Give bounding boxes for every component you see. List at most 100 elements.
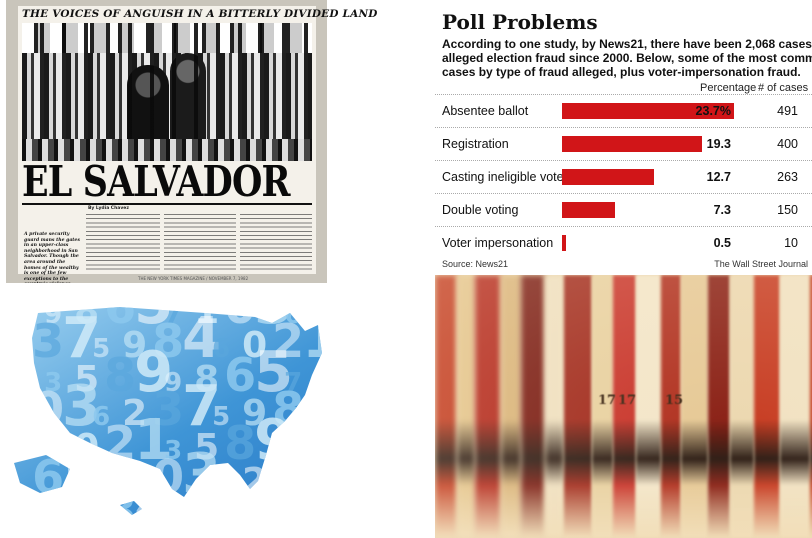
book-spine — [613, 275, 636, 538]
map-digit: 3 — [284, 504, 302, 534]
cases-label: 10 — [784, 236, 798, 250]
map-digit: 1 — [314, 359, 339, 400]
magazine-text-column — [164, 214, 236, 270]
chart-subtitle: According to one study, by News21, there… — [442, 37, 812, 79]
map-digit: 8 — [194, 359, 219, 400]
map-digit: 1 — [122, 461, 147, 502]
map-digit: 0 — [74, 427, 99, 468]
poll-problems-chart[interactable]: Poll Problems According to one study, by… — [435, 0, 812, 275]
percentage-label: 23.7% — [695, 104, 731, 118]
map-digit: 6 — [92, 402, 110, 432]
map-digit: 8 — [74, 291, 99, 332]
bar — [562, 202, 615, 218]
photo-gate-bars — [22, 23, 312, 161]
map-digit: 3 — [152, 382, 184, 436]
map-digit: 5 — [194, 427, 219, 468]
map-digit: 8 — [104, 484, 136, 538]
magazine-text-column — [86, 214, 160, 270]
map-digit: 5 — [314, 495, 339, 536]
cases-label: 263 — [777, 170, 798, 184]
book-spine — [457, 275, 475, 538]
category-label: Casting ineligible vote — [442, 170, 564, 184]
percentage-label: 12.7 — [706, 170, 731, 184]
percentage-label: 0.5 — [713, 236, 731, 250]
map-digit: 7 — [62, 306, 101, 371]
map-digit: 5 — [62, 442, 101, 507]
map-digit: 3 — [32, 314, 64, 368]
map-digit: 6 — [224, 348, 256, 402]
map-digit: 3 — [272, 450, 304, 504]
map-digit: 2 — [104, 416, 136, 470]
chart-subtitle-line: According to one study, by News21, there… — [442, 37, 812, 51]
map-digit: 7 — [182, 374, 221, 439]
map-digit: 7 — [302, 442, 341, 507]
map-digit: 9 — [74, 495, 99, 536]
photo-blur-overlay — [435, 275, 812, 538]
map-digit: 9 — [134, 340, 173, 405]
bar — [562, 136, 703, 152]
chart-row: Absentee ballot 23.7% 491 — [435, 94, 812, 128]
magazine-text-column — [240, 214, 312, 270]
cases-label: 491 — [777, 104, 798, 118]
cases-label: 400 — [777, 137, 798, 151]
map-digit: 5 — [212, 402, 230, 432]
book-spine — [564, 275, 592, 538]
magazine-pull-quote: A private security guard mans the gates … — [24, 232, 80, 287]
map-digit: 9 — [44, 300, 62, 330]
cases-label: 150 — [777, 203, 798, 217]
map-digit: 7 — [164, 300, 182, 330]
chart-credit: The Wall Street Journal — [714, 259, 808, 269]
map-digit: 4 — [182, 306, 221, 371]
map-digit: 6 — [212, 334, 230, 364]
chart-source: Source: News21 — [442, 259, 509, 269]
book-spine — [636, 275, 661, 538]
bar — [562, 169, 655, 185]
map-digit: 9 — [164, 368, 182, 398]
magazine-page-image[interactable]: THE VOICES OF ANGUISH IN A BITTERLY DIVI… — [6, 0, 377, 287]
book-spine — [661, 275, 681, 538]
book-spine — [545, 275, 564, 538]
map-digit: 8 — [314, 427, 339, 468]
category-label: Voter impersonation — [442, 236, 554, 250]
map-digit: 2 — [224, 484, 256, 538]
map-digit: 6 — [104, 283, 136, 334]
map-digit: 9 — [242, 393, 267, 434]
map-digit: 0 — [32, 382, 64, 436]
category-label: Registration — [442, 137, 509, 151]
chart-row: Double voting 7.3 150 — [435, 193, 812, 227]
map-digit: 5 — [44, 504, 62, 534]
map-digit: 6 — [32, 450, 64, 504]
map-digit: 3 — [44, 368, 62, 398]
magazine-byline: By Lydia Chavez — [88, 206, 129, 211]
map-digit: 7 — [284, 368, 302, 398]
spine-number: 17 — [618, 393, 636, 408]
map-digit: 6 — [164, 504, 182, 534]
map-digit: 3 — [182, 442, 221, 507]
law-books-photo[interactable]: 1717 15 — [435, 275, 812, 538]
photo-floor — [22, 139, 312, 161]
spine-number: 15 — [665, 393, 683, 408]
chart-title: Poll Problems — [442, 10, 598, 34]
book-spine — [681, 275, 708, 538]
book-spine — [521, 275, 545, 538]
chart-row: Casting ineligible vote 12.7 263 — [435, 160, 812, 194]
book-spine — [435, 275, 457, 538]
book-spine — [810, 275, 812, 538]
map-digit: 5 — [74, 359, 99, 400]
map-digit: 0 — [242, 325, 267, 366]
chart-row: Voter impersonation 0.5 10 — [435, 226, 812, 260]
category-label: Double voting — [442, 203, 519, 217]
magazine-divider — [22, 203, 312, 205]
bar — [562, 103, 734, 119]
magazine-photo — [22, 23, 312, 161]
bar — [562, 235, 566, 251]
map-digit: 3 — [62, 374, 101, 439]
map-digit: 9 — [284, 436, 302, 466]
map-digit: 3 — [164, 436, 182, 466]
magazine-footer: THE NEW YORK TIMES MAGAZINE / NOVEMBER 7… — [138, 276, 249, 281]
spine-number: 17 — [598, 393, 616, 408]
map-digit: 5 — [92, 334, 110, 364]
map-digit: 7 — [92, 470, 110, 500]
